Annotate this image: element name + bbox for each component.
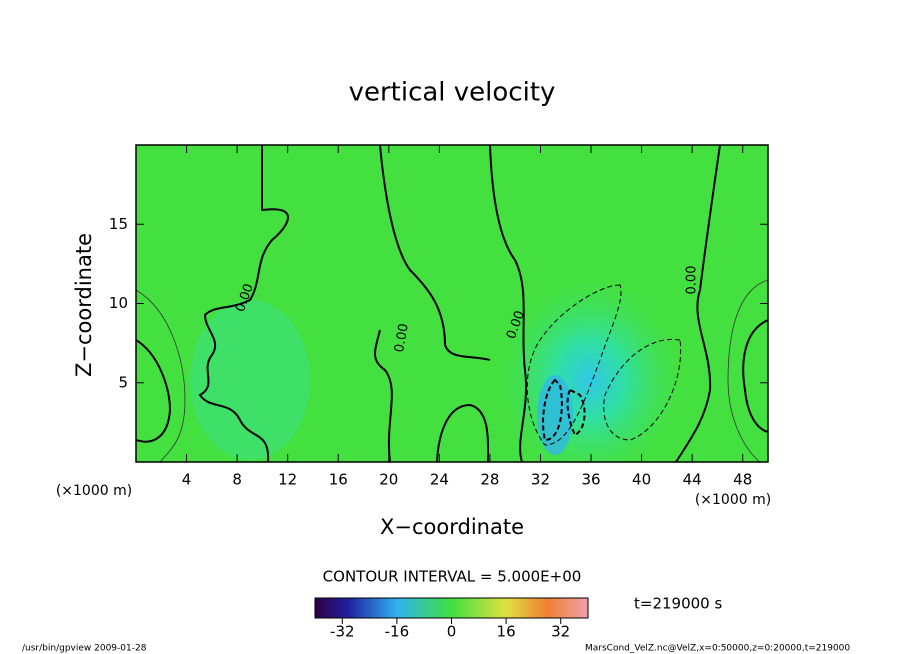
colorbar-tick-label: -32 bbox=[330, 623, 355, 641]
contour-label: 0.00 bbox=[685, 266, 700, 295]
x-tick-label: 12 bbox=[278, 471, 297, 489]
contour-label: 0.00 bbox=[392, 322, 412, 353]
footer-right: MarsCond_VelZ.nc@VelZ,x=0:50000,z=0:2000… bbox=[585, 644, 850, 654]
y-unit: (×1000 m) bbox=[56, 483, 132, 499]
chart-title: vertical velocity bbox=[349, 78, 556, 108]
x-tick-label: 20 bbox=[379, 471, 398, 489]
colorbar bbox=[314, 597, 589, 619]
x-tick-label: 28 bbox=[480, 471, 499, 489]
x-tick-label: 8 bbox=[232, 471, 242, 489]
x-axis-label: X−coordinate bbox=[380, 515, 524, 539]
x-tick-label: 48 bbox=[733, 471, 752, 489]
x-tick-label: 16 bbox=[329, 471, 348, 489]
x-tick-label: 44 bbox=[683, 471, 702, 489]
x-tick-label: 4 bbox=[182, 471, 192, 489]
y-tick-label: 5 bbox=[118, 373, 128, 391]
y-tick-label: 15 bbox=[109, 215, 128, 233]
x-tick-label: 40 bbox=[632, 471, 651, 489]
time-label: t=219000 s bbox=[634, 595, 722, 613]
field bbox=[136, 145, 768, 462]
y-axis-label: Z−coordinate bbox=[72, 233, 96, 377]
x-tick-label: 32 bbox=[531, 471, 550, 489]
colorbar-tick-label: -16 bbox=[385, 623, 410, 641]
y-tick-label: 10 bbox=[109, 294, 128, 312]
colorbar-tick-label: 0 bbox=[447, 623, 457, 641]
colorbar-tick-label: 32 bbox=[551, 623, 570, 641]
x-tick-label: 36 bbox=[581, 471, 600, 489]
x-tick-label: 24 bbox=[430, 471, 449, 489]
footer-left: /usr/bin/gpview 2009-01-28 bbox=[22, 644, 147, 654]
x-unit: (×1000 m) bbox=[695, 492, 771, 508]
contour-interval: CONTOUR INTERVAL = 5.000E+00 bbox=[323, 568, 582, 586]
colorbar-tick-label: 16 bbox=[497, 623, 516, 641]
